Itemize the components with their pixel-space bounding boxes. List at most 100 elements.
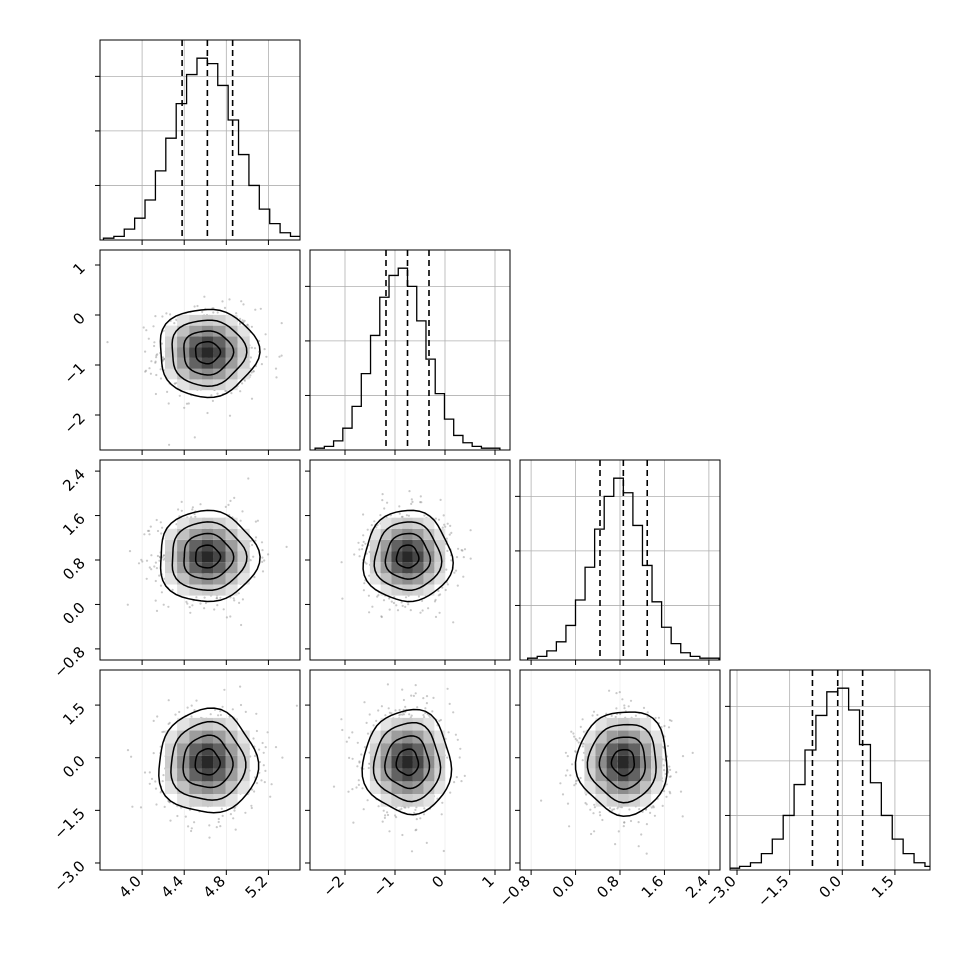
- scatter-point: [410, 498, 413, 501]
- scatter-point: [229, 813, 232, 816]
- density-cell: [201, 517, 214, 529]
- scatter-point: [585, 803, 588, 806]
- scatter-point: [199, 503, 202, 506]
- scatter-point: [638, 808, 641, 811]
- scatter-point: [455, 776, 458, 779]
- scatter-point: [358, 760, 361, 763]
- density-grid: [165, 717, 250, 807]
- contour-line: [194, 340, 222, 365]
- density-cell: [606, 781, 618, 794]
- x-tick-label: 5.2: [242, 872, 272, 902]
- scatter-point: [169, 313, 172, 316]
- x-tick-label: 0.0: [816, 872, 846, 902]
- contour-line: [159, 509, 261, 603]
- scatter-point: [239, 519, 242, 522]
- scatter-point: [213, 708, 217, 711]
- density-cell: [189, 730, 202, 744]
- scatter-point: [593, 803, 596, 806]
- scatter-point: [668, 775, 671, 778]
- contour-line: [395, 544, 420, 569]
- density-cell: [225, 314, 238, 326]
- scatter-point: [223, 688, 226, 691]
- contour-line: [171, 521, 248, 592]
- scatter-point: [372, 724, 375, 727]
- scatter-point: [233, 496, 236, 499]
- density-cell: [177, 347, 190, 358]
- scatter-point: [249, 356, 252, 359]
- scatter-point: [208, 836, 211, 839]
- scatter-point: [216, 392, 219, 395]
- scatter-point: [128, 550, 132, 553]
- scatter-panel-1-0: −2 −1 0 1: [60, 249, 301, 455]
- scatter-point: [568, 825, 571, 828]
- density-cell: [225, 551, 238, 563]
- scatter-point: [163, 357, 166, 361]
- density-cell: [189, 357, 202, 369]
- scatter-point: [154, 315, 157, 318]
- scatter-point: [617, 830, 620, 833]
- scatter-point: [190, 704, 193, 707]
- density-cell: [165, 551, 178, 563]
- scatter-point: [402, 698, 405, 702]
- density-cell: [165, 730, 178, 744]
- scatter-point: [150, 554, 153, 557]
- scatter-point: [253, 347, 257, 350]
- scatter-point: [645, 852, 648, 855]
- scatter-point: [212, 311, 215, 314]
- scatter-point: [462, 575, 465, 578]
- density-cell: [225, 573, 238, 585]
- y-tick-label: −2: [60, 409, 88, 437]
- density-cell: [391, 573, 403, 585]
- density-cell: [640, 794, 652, 807]
- scatter-point: [224, 505, 227, 508]
- scatter-point: [215, 597, 218, 600]
- scatter-point: [258, 771, 261, 774]
- density-cell: [237, 368, 250, 380]
- scatter-point: [251, 543, 254, 547]
- scatter-point: [155, 354, 158, 357]
- density-cell: [213, 368, 226, 380]
- scatter-point: [457, 547, 460, 550]
- density-cell: [380, 730, 392, 744]
- scatter-point: [161, 556, 164, 559]
- density-cell: [225, 540, 238, 552]
- scatter-point: [211, 399, 214, 402]
- density-cell: [201, 730, 214, 744]
- scatter-point: [579, 725, 582, 729]
- density-cell: [434, 540, 446, 552]
- scatter-point: [204, 601, 207, 605]
- contour-line: [372, 721, 442, 803]
- scatter-point: [581, 742, 584, 745]
- y-tick-label: −3.0: [50, 857, 88, 895]
- scatter-point: [295, 704, 298, 707]
- scatter-point: [159, 521, 162, 524]
- scatter-point: [215, 826, 218, 829]
- scatter-point: [240, 300, 243, 303]
- x-tick-label: 1.5: [868, 872, 898, 902]
- scatter-point: [422, 813, 426, 816]
- contour-line: [183, 532, 235, 580]
- scatter-point: [623, 821, 626, 824]
- scatter-point: [351, 757, 354, 760]
- scatter-point: [263, 559, 266, 562]
- scatter-point: [425, 695, 429, 698]
- scatter-point: [377, 709, 380, 712]
- density-cell: [369, 755, 381, 769]
- density-cell: [189, 562, 202, 574]
- scatter-point: [419, 501, 422, 504]
- scatter-point: [368, 611, 371, 614]
- scatter-point: [156, 353, 159, 356]
- scatter-point: [428, 714, 431, 717]
- scatter-point: [448, 533, 451, 536]
- scatter-point: [423, 807, 426, 810]
- scatter-point: [679, 790, 683, 793]
- scatter-point: [154, 579, 157, 583]
- density-cell: [434, 562, 446, 574]
- density-cell: [177, 573, 190, 585]
- scatter-point: [388, 711, 391, 714]
- scatter-point: [270, 783, 273, 786]
- scatter-point: [439, 593, 442, 596]
- scatter-point: [217, 714, 220, 717]
- scatter-point: [592, 812, 595, 815]
- density-cell: [423, 584, 435, 596]
